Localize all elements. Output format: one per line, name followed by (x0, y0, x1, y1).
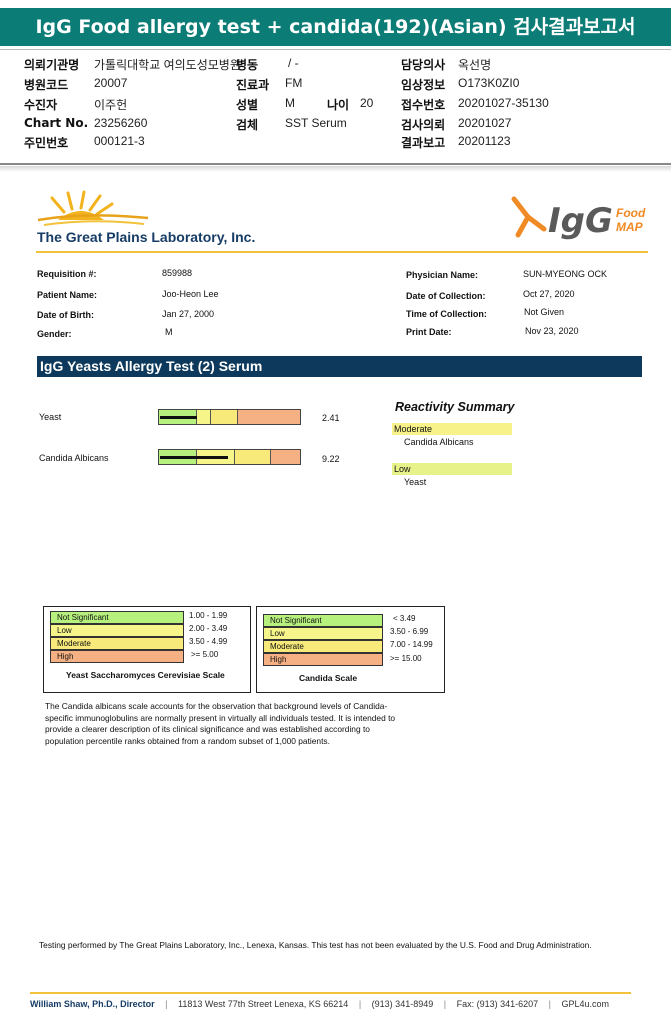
result-name-candida: Candida Albicans (39, 453, 109, 463)
clinical-info-value: O173K0ZI0 (458, 76, 520, 90)
candida-scale-note: The Candida albicans scale accounts for … (45, 701, 396, 746)
collection-time-label: Time of Collection: (406, 309, 487, 319)
id-value: 000121-3 (94, 134, 145, 148)
patient-label: 수진자 (24, 98, 58, 112)
ward-label: 병동 (236, 58, 259, 72)
sex-label: 성별 (236, 98, 259, 112)
legend-candida-range-high: >= 15.00 (390, 654, 422, 663)
gender-label: Gender: (37, 329, 72, 339)
legend-yeast-range-low: 2.00 - 3.49 (189, 624, 228, 633)
collection-date-value: Oct 27, 2020 (523, 289, 575, 299)
institution-value: 가톨릭대학교 여의도성모병원 (94, 58, 241, 72)
request-date-label: 검사의뢰 (401, 118, 446, 132)
institution-label: 의뢰기관명 (24, 58, 80, 72)
doctor-value: 옥선명 (458, 58, 492, 72)
legend-candida-range-moderate: 7.00 - 14.99 (390, 640, 433, 649)
chart-no-value: 23256260 (94, 116, 148, 130)
sun-logo-icon (37, 190, 149, 226)
summary-level-moderate: Moderate (392, 423, 512, 435)
result-value-yeast: 2.41 (322, 413, 340, 423)
department-label: 진료과 (236, 78, 270, 92)
collection-time-value: Not Given (524, 307, 565, 317)
legend-candida-low: Low (263, 627, 383, 640)
result-indicator-candida (160, 456, 228, 459)
report-date-label: 결과보고 (401, 136, 446, 150)
footer-director: William Shaw, Ph.D., Director (30, 999, 155, 1009)
footer-address: 11813 West 77th Street Lenexa, KS 66214 (178, 999, 349, 1009)
reactivity-summary-title: Reactivity Summary (395, 400, 515, 414)
requisition-label: Requisition #: (37, 269, 97, 279)
summary-item-yeast: Yeast (404, 477, 427, 487)
legend-yeast-high: High (50, 650, 184, 663)
footer-phone: (913) 341-8949 (371, 999, 434, 1009)
id-label: 주민번호 (24, 136, 69, 150)
dob-label: Date of Birth: (37, 310, 94, 320)
receipt-no-value: 20201027-35130 (458, 96, 549, 110)
footer-website[interactable]: GPL4u.com (561, 999, 610, 1009)
footer: William Shaw, Ph.D., Director | 11813 We… (30, 999, 610, 1009)
specimen-label: 검체 (236, 118, 259, 132)
patient-value: 이주헌 (94, 98, 128, 112)
doctor-label: 담당의사 (401, 58, 446, 72)
print-date-value: Nov 23, 2020 (525, 326, 579, 336)
department-value: FM (285, 76, 303, 90)
legend-yeast: Not Significant Low Moderate High 1.00 -… (43, 606, 251, 693)
legend-yeast-range-ns: 1.00 - 1.99 (189, 611, 228, 620)
hospital-code-value: 20007 (94, 76, 128, 90)
requisition-value: 859988 (162, 268, 193, 278)
hospital-code-label: 병원코드 (24, 78, 69, 92)
igg-logo-text: IgG (548, 201, 613, 241)
physician-value: SUN-MYEONG OCK (523, 269, 608, 279)
lab-name: The Great Plains Laboratory, Inc. (37, 229, 256, 245)
legend-yeast-low: Low (50, 624, 184, 637)
page-shadow (0, 166, 671, 172)
patient-name-label: Patient Name: (37, 290, 98, 300)
logo-divider (36, 251, 648, 253)
clinical-info-label: 임상정보 (401, 78, 446, 92)
legend-candida-moderate: Moderate (263, 640, 383, 653)
ward-value: / - (288, 56, 299, 70)
report-title: IgG Food allergy test + candida(192)(Asi… (0, 8, 671, 46)
summary-item-candida: Candida Albicans (404, 437, 474, 447)
report-date-value: 20201123 (458, 134, 511, 148)
age-label: 나이 (327, 98, 350, 112)
logo-food-text: Food (616, 206, 646, 220)
legend-candida: Not Significant Low Moderate High < 3.49… (256, 606, 445, 693)
legend-candida-high: High (263, 653, 383, 666)
summary-level-low: Low (392, 463, 512, 475)
legend-yeast-range-moderate: 3.50 - 4.99 (189, 637, 228, 646)
legend-yeast-range-high: >= 5.00 (191, 650, 219, 659)
physician-label: Physician Name: (406, 270, 479, 280)
collection-date-label: Date of Collection: (406, 291, 486, 301)
print-date-label: Print Date: (406, 327, 452, 337)
section-title: IgG Yeasts Allergy Test (2) Serum (37, 356, 642, 377)
chart-no-label: Chart No. (24, 116, 89, 130)
patient-name-value: Joo-Heon Lee (162, 289, 219, 299)
legend-yeast-moderate: Moderate (50, 637, 184, 650)
legend-candida-range-ns: < 3.49 (393, 614, 416, 623)
sex-value: M (285, 96, 295, 110)
gender-value: M (165, 327, 173, 337)
header-top-divider (0, 49, 671, 50)
dob-value: Jan 27, 2000 (162, 309, 215, 319)
footer-fax: Fax: (913) 341-6207 (456, 999, 539, 1009)
request-date-value: 20201027 (458, 116, 512, 130)
logo-map-text: MAP (616, 220, 643, 234)
receipt-no-label: 접수번호 (401, 98, 446, 112)
specimen-value: SST Serum (285, 116, 347, 130)
antibody-logo-icon (511, 196, 547, 238)
result-name-yeast: Yeast (39, 412, 62, 422)
legend-candida-title: Candida Scale (299, 673, 358, 683)
result-indicator-yeast (160, 416, 197, 419)
age-value: 20 (360, 96, 374, 110)
legend-yeast-title: Yeast Saccharomyces Cerevisiae Scale (66, 670, 225, 680)
result-value-candida: 9.22 (322, 454, 340, 464)
header-bottom-divider (0, 163, 671, 165)
footer-divider (30, 992, 631, 994)
fda-disclaimer: Testing performed by The Great Plains La… (39, 940, 592, 950)
legend-yeast-not-significant: Not Significant (50, 611, 184, 624)
legend-candida-range-low: 3.50 - 6.99 (390, 627, 429, 636)
legend-candida-not-significant: Not Significant (263, 614, 383, 627)
